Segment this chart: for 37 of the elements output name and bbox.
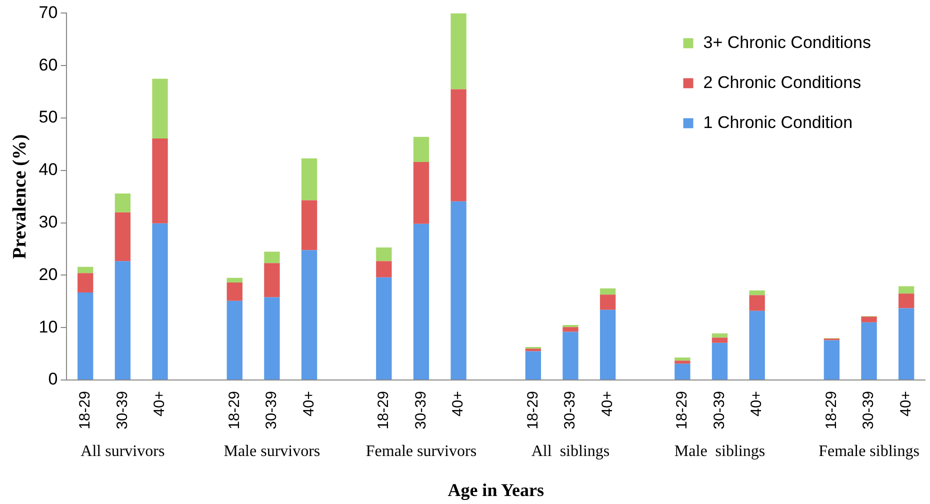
y-tick-label: 60 xyxy=(38,55,58,74)
x-tick-label: 40+ xyxy=(897,390,914,416)
text: All siblings xyxy=(531,443,610,460)
x-tick-label: 40+ xyxy=(450,390,467,416)
text: Female survivors xyxy=(366,443,477,460)
x-tick-label: 40+ xyxy=(151,390,168,416)
y-tick-label: 0 xyxy=(48,370,58,389)
x-tick-label: 18-29 xyxy=(375,391,392,430)
x-tick-label: 18-29 xyxy=(524,391,542,430)
x-tick-label: 30-39 xyxy=(412,391,430,430)
y-tick-label: 50 xyxy=(38,108,58,127)
y-tick-label: 20 xyxy=(38,264,58,284)
text: Female siblings xyxy=(818,443,920,460)
y-tick-label: 40 xyxy=(38,160,58,180)
x-tick-label: 30-39 xyxy=(860,391,878,430)
text: Male siblings xyxy=(674,443,766,460)
x-tick-label: 30-39 xyxy=(114,391,131,430)
x-tick-label: 18-29 xyxy=(674,391,691,430)
text: Male survivors xyxy=(224,443,320,460)
x-tick-label: 40+ xyxy=(598,390,616,416)
x-tick-label: 30-39 xyxy=(562,391,579,430)
x-tick-label: 18-29 xyxy=(76,391,94,430)
legend-label: 2 Chronic Conditions xyxy=(703,72,862,92)
x-tick-label: 30-39 xyxy=(263,391,280,430)
legend-label: 3+ Chronic Conditions xyxy=(703,32,871,52)
x-axis-title: Age in Years xyxy=(448,480,544,500)
legend-label: 1 Chronic Condition xyxy=(703,112,853,132)
y-tick-label: 70 xyxy=(38,2,58,22)
x-tick-label: 40+ xyxy=(300,390,318,416)
x-tick-label: 30-39 xyxy=(710,391,728,430)
y-tick-label: 10 xyxy=(38,317,58,336)
y-axis-title: Prevalence (%) xyxy=(9,134,30,259)
x-tick-label: 40+ xyxy=(748,390,766,416)
x-tick-label: 18-29 xyxy=(226,391,243,430)
y-tick-label: 30 xyxy=(38,212,58,232)
text: All survivors xyxy=(80,443,165,460)
x-tick-label: 18-29 xyxy=(822,391,840,430)
